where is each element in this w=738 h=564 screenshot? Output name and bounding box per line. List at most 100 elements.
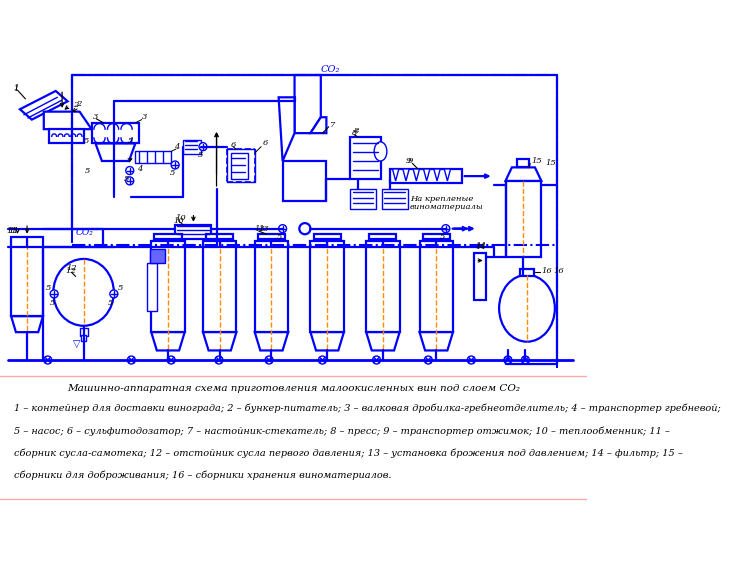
Bar: [11, 237, 43, 316]
Text: 16: 16: [554, 267, 564, 275]
Polygon shape: [314, 234, 341, 239]
Text: 8: 8: [352, 129, 357, 137]
Text: 5 – насос; 6 – сульфитодозатор; 7 – настойник-стекатель; 8 – пресс; 9 – транспор: 5 – насос; 6 – сульфитодозатор; 7 – наст…: [14, 426, 670, 435]
Circle shape: [171, 161, 179, 169]
Polygon shape: [206, 234, 233, 239]
Text: 12: 12: [67, 265, 77, 272]
Bar: [351, 137, 381, 179]
Polygon shape: [81, 334, 86, 341]
Polygon shape: [11, 316, 43, 332]
Polygon shape: [444, 169, 451, 181]
Text: сборники для доброживания; 16 – сборники хранения виноматериалов.: сборники для доброживания; 16 – сборники…: [14, 471, 392, 480]
Text: 10: 10: [175, 214, 186, 222]
Bar: [351, 189, 376, 209]
Circle shape: [279, 224, 286, 232]
Polygon shape: [393, 169, 399, 181]
Polygon shape: [258, 234, 285, 239]
Circle shape: [199, 143, 207, 151]
Text: 16: 16: [542, 267, 552, 275]
Text: 9: 9: [406, 157, 411, 165]
Circle shape: [215, 356, 223, 364]
Text: 14: 14: [475, 243, 486, 251]
Bar: [419, 241, 453, 332]
Polygon shape: [403, 169, 409, 181]
Bar: [231, 153, 249, 179]
Text: 7: 7: [331, 121, 336, 129]
Text: 2: 2: [75, 100, 81, 108]
Text: 5: 5: [128, 137, 133, 145]
Text: CO₂: CO₂: [321, 65, 340, 74]
Polygon shape: [366, 332, 399, 350]
Polygon shape: [423, 234, 449, 239]
Polygon shape: [434, 169, 441, 181]
Polygon shape: [154, 234, 182, 239]
Text: 8: 8: [354, 127, 359, 135]
Text: 5: 5: [84, 166, 90, 174]
Text: 5: 5: [441, 232, 446, 241]
Polygon shape: [413, 169, 419, 181]
Polygon shape: [203, 332, 236, 350]
Text: ▽: ▽: [74, 340, 81, 349]
Polygon shape: [311, 117, 326, 133]
Text: 3: 3: [142, 113, 147, 121]
Circle shape: [424, 356, 432, 364]
Text: 5: 5: [198, 151, 203, 158]
Polygon shape: [419, 332, 453, 350]
Bar: [151, 249, 165, 263]
Polygon shape: [44, 112, 92, 129]
Polygon shape: [255, 332, 288, 350]
Text: 6: 6: [231, 141, 236, 149]
Text: На крепленые: На крепленые: [410, 195, 473, 203]
Polygon shape: [20, 91, 68, 120]
Bar: [475, 253, 486, 300]
Bar: [255, 241, 288, 332]
Text: 5: 5: [118, 284, 123, 292]
Polygon shape: [279, 98, 294, 161]
Bar: [382, 189, 407, 209]
Text: 1 – контейнер для доставки винограда; 2 – бункер-питатель; 3 – валковая дробилка: 1 – контейнер для доставки винограда; 2 …: [14, 404, 721, 413]
Text: 5: 5: [124, 174, 130, 183]
Polygon shape: [95, 143, 135, 161]
Text: 2: 2: [73, 102, 79, 109]
Text: 5: 5: [108, 299, 114, 307]
Text: 5: 5: [83, 137, 89, 145]
Polygon shape: [80, 328, 88, 336]
Circle shape: [442, 224, 449, 232]
Bar: [148, 263, 156, 311]
Text: 14: 14: [475, 242, 486, 250]
Text: сборник сусла-самотека; 12 – отстойник сусла первого давления; 13 – установка бр: сборник сусла-самотека; 12 – отстойник с…: [14, 448, 683, 458]
Polygon shape: [92, 123, 139, 143]
Text: 12: 12: [65, 267, 76, 275]
Bar: [135, 152, 171, 162]
Text: 15: 15: [545, 158, 556, 166]
Text: 1: 1: [13, 85, 19, 94]
Circle shape: [265, 356, 273, 364]
Text: 13: 13: [255, 224, 266, 233]
Circle shape: [522, 356, 529, 364]
Bar: [151, 241, 184, 332]
Ellipse shape: [499, 275, 555, 342]
Ellipse shape: [374, 142, 387, 161]
Polygon shape: [370, 234, 396, 239]
Bar: [366, 241, 399, 332]
Text: 5: 5: [46, 284, 52, 292]
Text: 4: 4: [137, 165, 142, 173]
Text: CO₂: CO₂: [75, 228, 94, 237]
Bar: [227, 149, 255, 183]
Circle shape: [125, 177, 134, 185]
Bar: [520, 269, 534, 276]
Text: 4: 4: [173, 143, 179, 151]
Text: 10: 10: [173, 217, 184, 224]
Text: Машинно-аппаратная схема приготовления малоокисленных вин под слоем СО₂: Машинно-аппаратная схема приготовления м…: [67, 384, 520, 393]
Ellipse shape: [53, 259, 114, 326]
Text: 5: 5: [49, 299, 55, 307]
Bar: [183, 139, 201, 154]
Polygon shape: [49, 129, 83, 143]
Circle shape: [128, 356, 135, 364]
Circle shape: [300, 223, 311, 234]
Circle shape: [125, 166, 134, 174]
Circle shape: [373, 356, 381, 364]
Bar: [311, 241, 344, 332]
Bar: [175, 224, 211, 239]
Polygon shape: [283, 161, 326, 201]
